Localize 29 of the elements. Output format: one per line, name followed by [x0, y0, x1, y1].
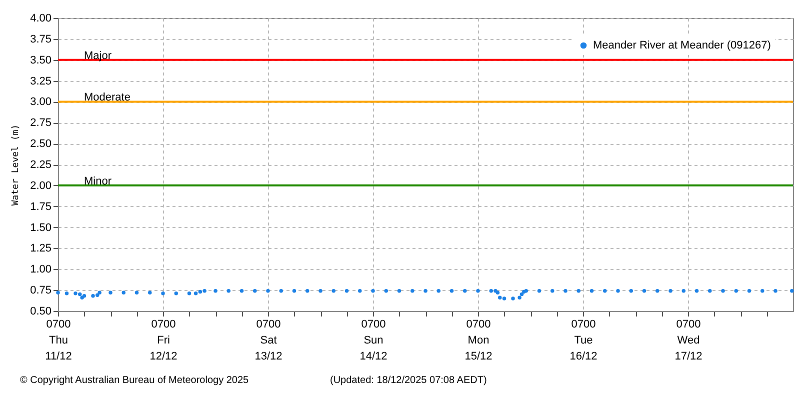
- y-tick-label: 1.25: [30, 242, 52, 255]
- y-tick-label: 2.75: [30, 117, 52, 130]
- y-tick-label: 2.50: [30, 138, 52, 150]
- y-axis-title: Water Level (m): [11, 124, 22, 206]
- x-tick-label: 0700 Tue 16/12: [570, 318, 598, 362]
- y-tick-label: 0.50: [30, 306, 52, 318]
- legend-label: Meander River at Meander (091267): [593, 40, 771, 52]
- x-tick-label: 0700 Sun 14/12: [360, 318, 388, 362]
- y-tick-label: 4.00: [30, 12, 52, 24]
- x-tick-label: 0700 Sat 13/12: [254, 318, 282, 362]
- y-tick-label: 3.50: [30, 54, 52, 66]
- y-tick-label: 3.00: [30, 96, 52, 108]
- ref-line-label: Major: [84, 50, 112, 62]
- text: © Copyright Australian Bureau of Meteorology 2025: [20, 375, 250, 386]
- y-tick-label: 1.00: [30, 264, 52, 276]
- x-tick-label: 0700 Fri 12/12: [150, 318, 178, 362]
- y-tick-label: 1.75: [30, 200, 52, 213]
- y-tick-label: 2.25: [30, 159, 52, 171]
- text: (Updated: 18/12/2025 07:08 AEDT): [330, 375, 487, 386]
- y-tick-label: 3.25: [30, 75, 52, 88]
- x-tick-label: 0700 Mon 15/12: [464, 318, 492, 362]
- ref-line-label: Minor: [84, 175, 112, 188]
- y-tick-label: 0.75: [30, 284, 52, 297]
- ref-line-label: Moderate: [84, 92, 130, 104]
- x-tick-label: 0700 Wed 17/12: [674, 318, 702, 362]
- x-tick-label: 0700 Thu 11/12: [45, 318, 72, 362]
- y-tick-label: 3.75: [30, 33, 52, 46]
- y-tick-label: 1.50: [30, 222, 52, 234]
- y-tick-label: 2.00: [30, 180, 52, 192]
